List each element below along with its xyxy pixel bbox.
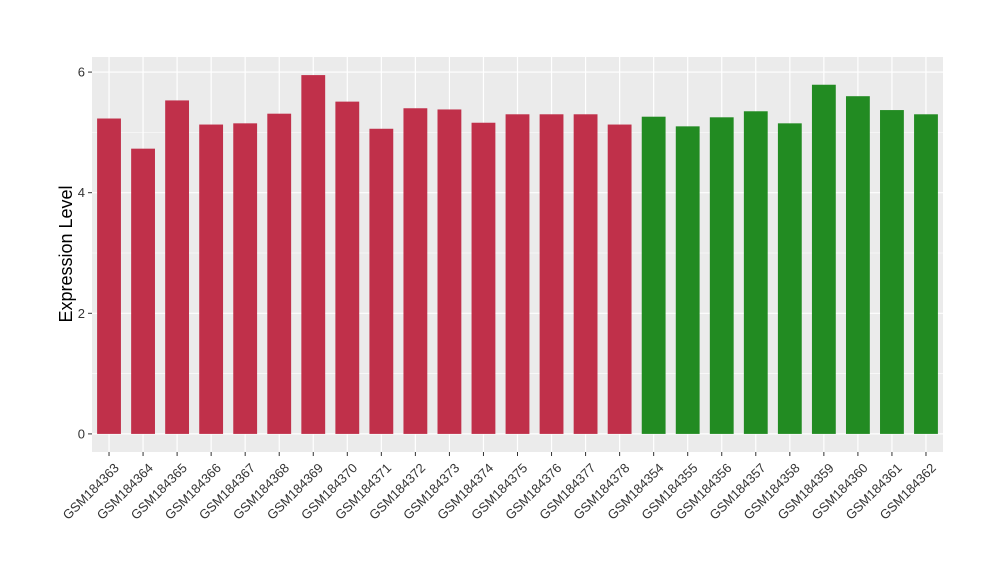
bar [437, 109, 462, 434]
bar [403, 108, 428, 434]
bar [607, 124, 632, 434]
bar [301, 75, 326, 434]
bar [131, 148, 155, 434]
y-tick-label: 0 [78, 426, 85, 441]
y-tick-label: 6 [78, 65, 85, 80]
bar [233, 123, 258, 434]
bar [471, 122, 496, 434]
bar [811, 84, 836, 434]
bar [539, 114, 564, 434]
bar [505, 114, 530, 434]
bar [880, 110, 904, 434]
bar [97, 118, 121, 434]
y-tick-label: 4 [78, 185, 85, 200]
y-tick-label: 2 [78, 306, 85, 321]
bar [709, 117, 734, 434]
bar [369, 128, 394, 434]
bar [165, 100, 190, 434]
bar [777, 123, 802, 434]
bar [199, 124, 224, 434]
bar [914, 114, 938, 434]
bar [573, 114, 598, 434]
bar [743, 111, 768, 434]
bars [97, 75, 938, 434]
bar [845, 96, 870, 434]
bar [335, 101, 360, 434]
bar [641, 116, 666, 434]
y-axis-title: Expression Level [56, 185, 76, 322]
bar [675, 126, 700, 434]
y-axis: 0 2 4 6 [78, 65, 92, 441]
bar [267, 113, 292, 434]
